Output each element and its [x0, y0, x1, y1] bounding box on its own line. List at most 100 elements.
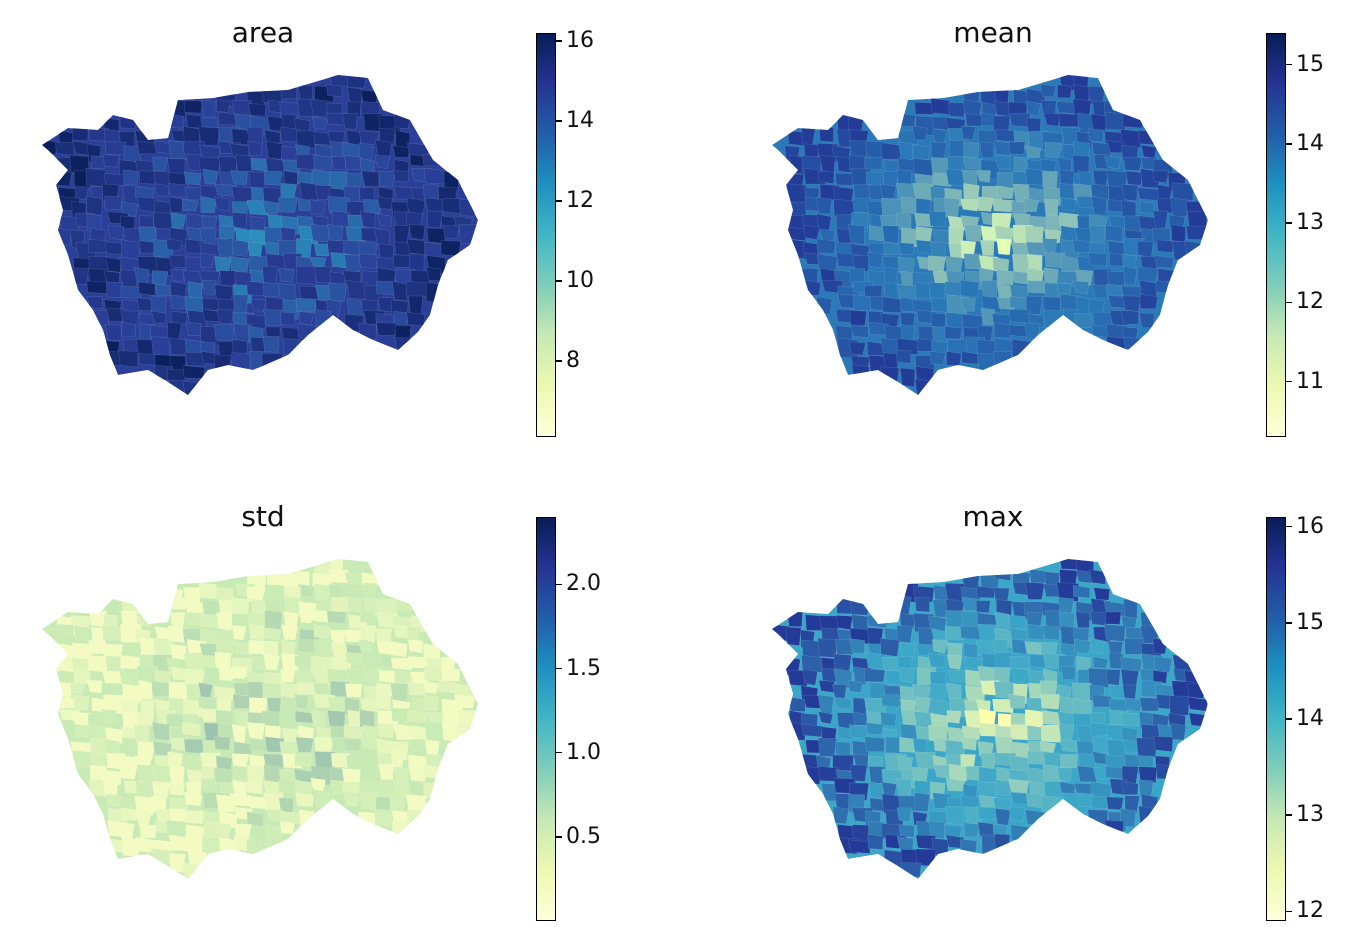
district-shape [1059, 754, 1079, 769]
district-shape [310, 777, 327, 792]
district-shape [181, 755, 204, 769]
district-shape [231, 753, 250, 768]
district-shape [1024, 809, 1045, 827]
colorbar-tick-mark [555, 836, 562, 838]
district-shape [104, 195, 123, 211]
district-shape [458, 199, 477, 217]
district-shape [72, 267, 89, 285]
district-shape [362, 198, 383, 214]
district-shape [409, 738, 427, 752]
district-shape [959, 280, 980, 298]
district-shape [168, 681, 189, 700]
district-shape [1153, 735, 1174, 752]
district-shape [946, 682, 962, 701]
district-shape [296, 265, 317, 285]
district-shape [344, 683, 363, 698]
district-shape [119, 112, 139, 129]
district-shape [944, 197, 960, 218]
district-shape [183, 100, 203, 114]
district-shape [247, 242, 263, 258]
panel-title: std [241, 500, 285, 533]
district-shape [378, 242, 395, 259]
district-shape [1093, 587, 1110, 601]
district-shape [182, 381, 203, 395]
district-shape [1105, 669, 1121, 686]
district-shape [896, 113, 917, 128]
district-shape [965, 113, 984, 127]
district-shape [136, 140, 159, 155]
district-shape [295, 792, 314, 807]
district-shape [1059, 559, 1079, 570]
colorbar-tick-mark [1285, 525, 1292, 528]
district-shape [929, 682, 948, 702]
district-shape [1057, 84, 1073, 99]
district-shape [1170, 224, 1186, 243]
district-shape [1008, 693, 1026, 709]
district-shape [201, 297, 221, 311]
district-shape [249, 215, 266, 230]
district-shape [1152, 210, 1169, 230]
district-shape [280, 811, 302, 825]
district-shape [151, 336, 171, 357]
district-shape [916, 667, 932, 686]
district-shape [121, 737, 137, 751]
district-shape [198, 682, 213, 699]
district-shape [849, 764, 868, 782]
district-shape [1088, 252, 1108, 267]
district-shape [994, 140, 1011, 156]
district-shape [816, 238, 837, 254]
district-shape [182, 365, 205, 379]
district-shape [900, 667, 916, 683]
district-shape [788, 669, 809, 687]
district-shape [900, 641, 916, 660]
district-shape [1106, 796, 1124, 810]
district-shape [392, 145, 411, 158]
district-shape [1058, 611, 1076, 629]
colorbar-tick-label: 11 [1296, 368, 1324, 394]
district-shape [390, 641, 408, 658]
district-shape [1137, 240, 1154, 257]
district-shape [961, 725, 982, 741]
district-shape [931, 639, 948, 654]
choropleth-map-area [42, 75, 478, 395]
district-shape [1125, 170, 1143, 186]
district-shape [358, 638, 374, 653]
district-shape [117, 821, 135, 839]
district-shape [1151, 170, 1169, 184]
district-shape [1124, 795, 1140, 814]
district-shape [915, 226, 933, 242]
district-shape [424, 197, 448, 213]
district-shape [946, 642, 963, 658]
district-shape [265, 837, 287, 853]
district-shape [1186, 225, 1208, 241]
district-shape [944, 806, 965, 825]
district-shape [1120, 807, 1137, 827]
district-shape [374, 809, 394, 828]
district-shape [170, 310, 188, 325]
district-shape [150, 310, 167, 324]
district-shape [801, 723, 824, 738]
district-shape [406, 709, 429, 723]
district-shape [378, 128, 396, 145]
colorbar-tick-mark [1285, 622, 1292, 624]
district-shape [881, 656, 899, 672]
district-shape [457, 709, 478, 728]
district-shape [1121, 712, 1142, 727]
district-shape [281, 624, 299, 641]
district-shape [1107, 140, 1125, 153]
district-shape [1041, 238, 1058, 254]
district-shape [1061, 665, 1076, 681]
district-shape [1091, 195, 1107, 217]
district-shape [915, 198, 931, 215]
district-shape [328, 568, 349, 584]
district-shape [264, 584, 287, 602]
district-shape [1092, 170, 1110, 187]
district-shape [1076, 792, 1095, 807]
district-shape [262, 653, 281, 671]
district-shape [1120, 310, 1139, 325]
district-shape [394, 186, 415, 201]
district-shape [1042, 309, 1065, 329]
district-shape [1089, 637, 1105, 654]
district-shape [296, 238, 312, 258]
colorbar-mean [1266, 33, 1286, 437]
